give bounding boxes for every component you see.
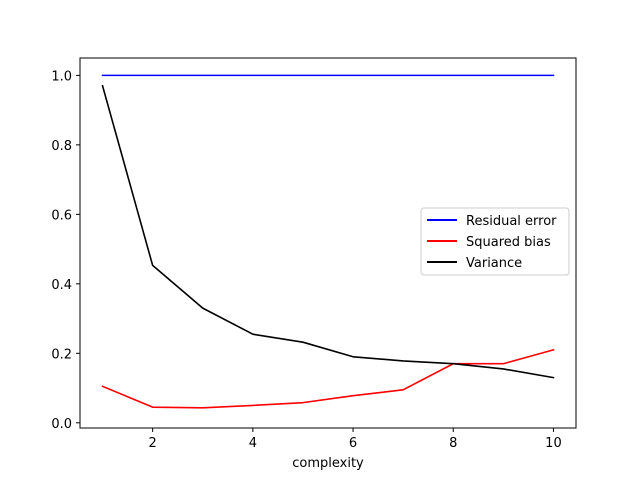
legend-label-residual-error: Residual error <box>466 214 557 229</box>
y-tick-label: 0.8 <box>51 139 72 154</box>
x-tick-label: 2 <box>149 436 157 451</box>
y-tick-label: 0.0 <box>51 417 72 432</box>
legend-box <box>420 207 570 276</box>
x-tick-label: 10 <box>545 436 562 451</box>
series-layer <box>101 74 555 409</box>
y-tick-label: 0.4 <box>51 278 72 293</box>
y-tick-label: 1.0 <box>51 69 72 84</box>
x-axis: 2 4 6 8 10 <box>149 428 562 451</box>
x-tick-label: 6 <box>349 436 357 451</box>
legend-label-variance: Variance <box>466 256 522 271</box>
legend-label-squared-bias: Squared bias <box>466 235 551 250</box>
y-axis: 0.0 0.2 0.4 0.6 0.8 1.0 <box>51 69 80 432</box>
series-line-variance <box>101 84 555 379</box>
plot-frame <box>79 57 577 429</box>
legend: Residual error Squared bias Variance <box>420 207 570 276</box>
x-tick-label: 8 <box>449 436 457 451</box>
series-line-squared-bias <box>101 348 555 409</box>
y-tick-label: 0.2 <box>51 347 72 362</box>
x-axis-title: complexity <box>292 456 364 471</box>
y-tick-label: 0.6 <box>51 208 72 223</box>
x-tick-label: 4 <box>249 436 257 451</box>
